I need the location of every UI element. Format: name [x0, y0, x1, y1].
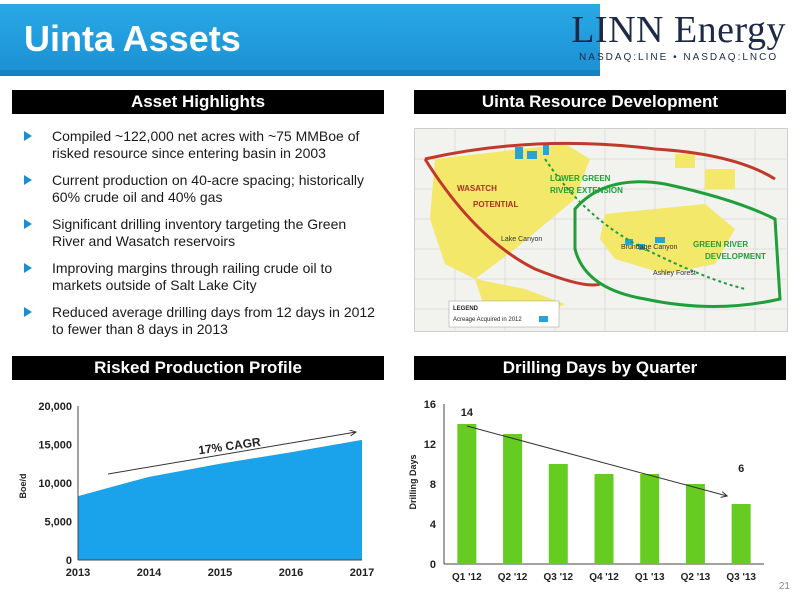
highlight-text: Improving margins through railing crude … — [52, 260, 333, 293]
highlights-list: Compiled ~122,000 net acres with ~75 MMB… — [22, 128, 380, 348]
map-label-green-river-2: DEVELOPMENT — [705, 252, 766, 261]
drilling-y-tick-label: 4 — [430, 519, 437, 531]
cagr-annotation: 17% CAGR — [197, 435, 261, 458]
production-x-tick-label: 2016 — [279, 567, 303, 579]
highlight-item: Improving margins through railing crude … — [22, 260, 380, 294]
production-y-tick-label: 20,000 — [38, 401, 72, 413]
drilling-days-chart: 0 4 8 12 16 Q1 '12 14 Q2 '12 Q3 '12 Q4 '12 Q1 '13 Q… — [408, 399, 764, 583]
drilling-bar — [731, 504, 751, 564]
drilling-data-label: 6 — [738, 463, 744, 475]
drilling-trend-arrow — [466, 425, 727, 496]
map-label-brundage: Brundage Canyon — [621, 244, 678, 251]
map-label-ashley: Ashley Forest — [653, 270, 696, 277]
page-number: 21 — [778, 581, 790, 592]
wasatch-boundary-left — [423, 158, 601, 287]
production-x-tick-label: 2013 — [66, 567, 90, 579]
map-legend-box — [448, 300, 560, 328]
drilling-x-tick-label: Q2 '13 — [681, 572, 711, 583]
bullet-arrow-icon — [24, 263, 32, 273]
production-area — [78, 439, 362, 560]
production-y-tick-label: 15,000 — [38, 440, 72, 452]
map-label-potential: POTENTIAL — [473, 200, 518, 209]
bullet-arrow-icon — [24, 307, 32, 317]
acreage-areas — [430, 144, 735, 319]
bullet-arrow-icon — [24, 131, 32, 141]
slide-header: Uinta Assets LINN Energy NASDAQ:LINE • N… — [0, 0, 800, 80]
bullet-arrow-icon — [24, 219, 32, 229]
drilling-x-tick-label: Q4 '12 — [589, 572, 619, 583]
production-profile-heading: Risked Production Profile — [12, 356, 384, 380]
drilling-y-tick-label: 12 — [424, 439, 436, 451]
production-y-tick-label: 0 — [66, 555, 72, 567]
production-x-tick-label: 2014 — [137, 567, 162, 579]
production-x-tick-label: 2017 — [350, 567, 374, 579]
drilling-x-tick-label: Q3 '12 — [543, 572, 573, 583]
highlight-item: Reduced average drilling days from 12 da… — [22, 304, 380, 338]
title-bar-stripe — [0, 70, 600, 76]
highlight-text: Current production on 40-acre spacing; h… — [52, 172, 365, 205]
drilling-bar — [640, 474, 660, 564]
highlight-item: Significant drilling inventory targeting… — [22, 216, 380, 250]
production-chart: 0 5,000 10,000 15,000 20,000 2013 2014 2015 2016… — [18, 401, 374, 579]
drilling-data-label: 14 — [461, 407, 474, 419]
wasatch-boundary-top — [424, 141, 776, 181]
drilling-y-tick-label: 16 — [424, 399, 436, 411]
highlight-text: Reduced average drilling days from 12 da… — [52, 304, 375, 337]
drilling-bar — [548, 464, 568, 564]
production-y-tick-label: 10,000 — [38, 478, 72, 490]
drilling-days-heading: Drilling Days by Quarter — [414, 356, 786, 380]
map-legend-swatch — [539, 316, 548, 322]
map-label-lower-green-1: LOWER GREEN — [550, 174, 611, 183]
drilling-x-tick-label: Q1 '12 — [452, 572, 482, 583]
logo-ticker: NASDAQ:LINE • NASDAQ:LNCO — [579, 52, 779, 63]
resource-development-heading: Uinta Resource Development — [414, 90, 786, 114]
drilling-x-tick-label: Q2 '12 — [498, 572, 528, 583]
highlight-text: Significant drilling inventory targeting… — [52, 216, 347, 249]
drilling-bar — [685, 484, 705, 564]
drilling-bar — [594, 474, 614, 564]
cagr-trend-arrow — [107, 432, 356, 475]
drilling-bar — [503, 434, 523, 564]
highlight-item: Compiled ~122,000 net acres with ~75 MMB… — [22, 128, 380, 162]
drilling-x-tick-label: Q3 '13 — [726, 572, 756, 583]
title-bar: Uinta Assets — [0, 4, 600, 76]
production-y-tick-label: 5,000 — [44, 517, 72, 529]
map-svg: WASATCH POTENTIAL LOWER GREEN RIVER EXTE… — [415, 129, 787, 331]
drilling-y-tick-label: 0 — [430, 559, 436, 571]
map-label-lake-canyon: Lake Canyon — [501, 236, 542, 243]
drilling-y-tick-label: 8 — [430, 479, 436, 491]
drilling-x-tick-label: Q1 '13 — [635, 572, 665, 583]
page-title: Uinta Assets — [24, 18, 241, 59]
map-label-green-river-1: GREEN RIVER — [693, 240, 748, 249]
uinta-basin-map: WASATCH POTENTIAL LOWER GREEN RIVER EXTE… — [414, 128, 788, 332]
drilling-bar — [457, 424, 477, 564]
highlight-text: Compiled ~122,000 net acres with ~75 MMB… — [52, 128, 360, 161]
map-label-wasatch: WASATCH — [457, 184, 497, 193]
drilling-plot-area: 0 4 8 12 16 Q1 '12 14 Q2 '12 Q3 '12 Q4 '12 Q1 '13 Q… — [424, 399, 764, 583]
production-plot-area: 0 5,000 10,000 15,000 20,000 2013 2014 2015 2016… — [38, 401, 374, 579]
map-legend-title: LEGEND — [453, 306, 479, 312]
logo-wordmark: LINN Energy — [571, 9, 786, 51]
map-label-lower-green-2: RIVER EXTENSION — [550, 186, 623, 195]
drilling-y-axis-title: Drilling Days — [408, 454, 418, 509]
map-legend-item: Acreage Acquired in 2012 — [453, 317, 522, 323]
highlight-item: Current production on 40-acre spacing; h… — [22, 172, 380, 206]
bullet-arrow-icon — [24, 175, 32, 185]
production-y-axis-title: Boe/d — [18, 473, 28, 498]
company-logo: LINN Energy NASDAQ:LINE • NASDAQ:LNCO — [571, 10, 786, 63]
green-river-development-boundary — [573, 180, 782, 308]
production-x-tick-label: 2015 — [208, 567, 232, 579]
asset-highlights-heading: Asset Highlights — [12, 90, 384, 114]
